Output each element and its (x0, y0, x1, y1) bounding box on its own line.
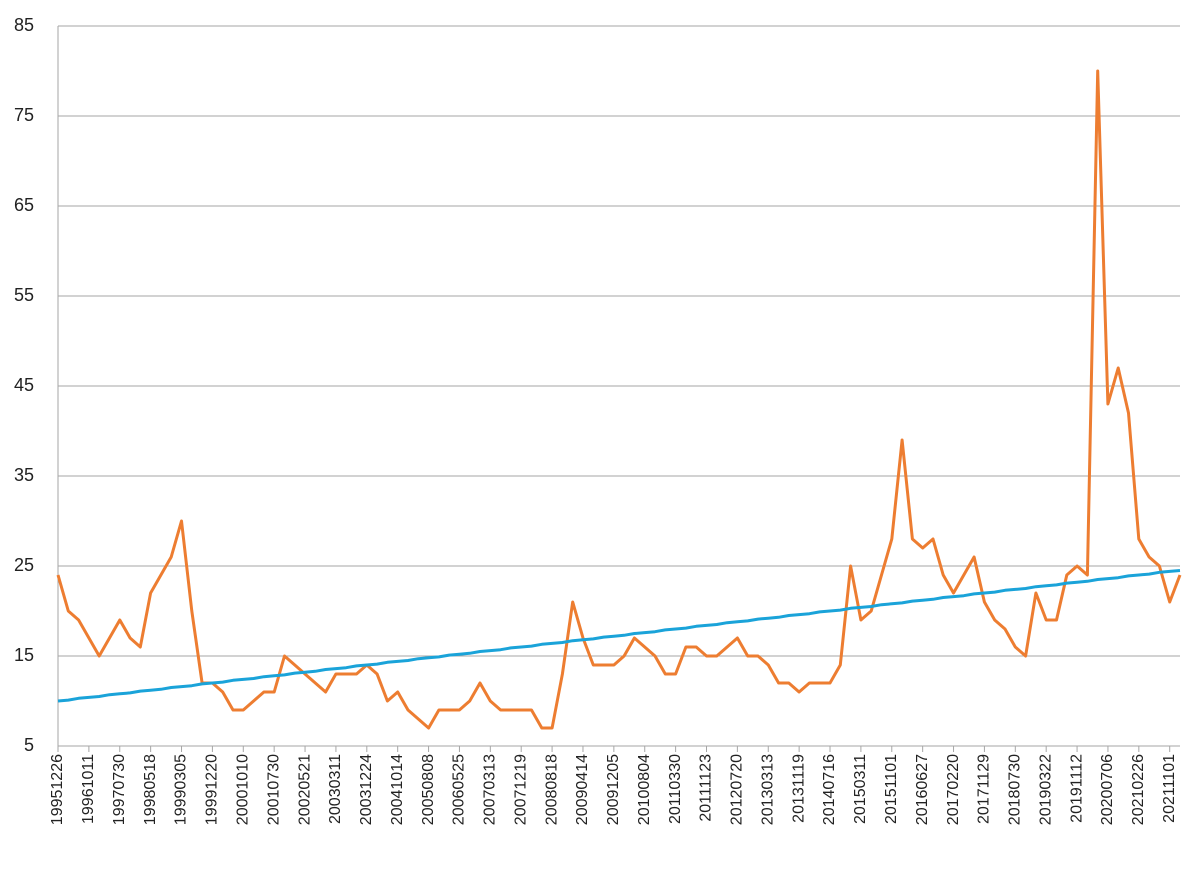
y-tick-label: 75 (14, 105, 34, 125)
x-tick-label: 20111123 (698, 754, 715, 822)
x-tick-label: 20060525 (451, 754, 468, 825)
series-line (57, 569, 1181, 703)
x-tick-label: 20001010 (235, 754, 252, 825)
x-tick-label: 20090414 (574, 754, 591, 825)
x-tick-label: 19951226 (49, 754, 66, 825)
x-tick-label: 20151101 (883, 754, 900, 824)
x-tick-label: 20100804 (636, 754, 653, 825)
x-tick-label: 20120720 (729, 754, 746, 825)
x-tick-label: 20210226 (1130, 754, 1147, 825)
x-tick-label: 20130313 (759, 754, 776, 825)
x-tick-label: 19990305 (173, 754, 190, 825)
x-tick-label: 20080818 (543, 754, 560, 825)
x-tick-label: 20110330 (667, 754, 684, 824)
x-tick-label: 20191112 (1068, 754, 1085, 823)
x-tick-label: 20211101 (1161, 754, 1178, 823)
x-tick-label: 19970730 (111, 754, 128, 825)
x-tick-label: 20171129 (976, 754, 993, 824)
y-tick-label: 85 (14, 15, 34, 35)
x-tick-label: 19961011 (80, 754, 97, 824)
series-line (56, 69, 1182, 730)
x-tick-label: 20050808 (420, 754, 437, 825)
x-tick-label: 20070313 (482, 754, 499, 825)
x-tick-label: 20140716 (821, 754, 838, 825)
x-tick-label: 20131119 (790, 754, 807, 823)
x-tick-label: 20160627 (914, 754, 931, 825)
y-tick-label: 55 (14, 285, 34, 305)
y-tick-label: 45 (14, 375, 34, 395)
x-tick-label: 20041014 (389, 754, 406, 825)
x-tick-label: 20091205 (605, 754, 622, 825)
y-tick-label: 5 (24, 735, 34, 755)
x-tick-label: 19991220 (204, 754, 221, 825)
x-tick-label: 20150311 (852, 754, 869, 824)
y-tick-label: 15 (14, 645, 34, 665)
x-tick-label: 20071219 (512, 754, 529, 825)
x-tick-label: 20010730 (265, 754, 282, 825)
y-tick-label: 65 (14, 195, 34, 215)
x-tick-label: 20200706 (1099, 754, 1116, 825)
x-tick-label: 20190322 (1037, 754, 1054, 825)
x-tick-label: 20031224 (358, 754, 375, 825)
x-tick-label: 20020521 (296, 754, 313, 825)
x-tick-label: 20030311 (327, 754, 344, 824)
x-tick-label: 19980518 (142, 754, 159, 825)
x-tick-label: 20180730 (1007, 754, 1024, 825)
x-tick-label: 20170220 (945, 754, 962, 825)
y-tick-label: 35 (14, 465, 34, 485)
y-tick-label: 25 (14, 555, 34, 575)
